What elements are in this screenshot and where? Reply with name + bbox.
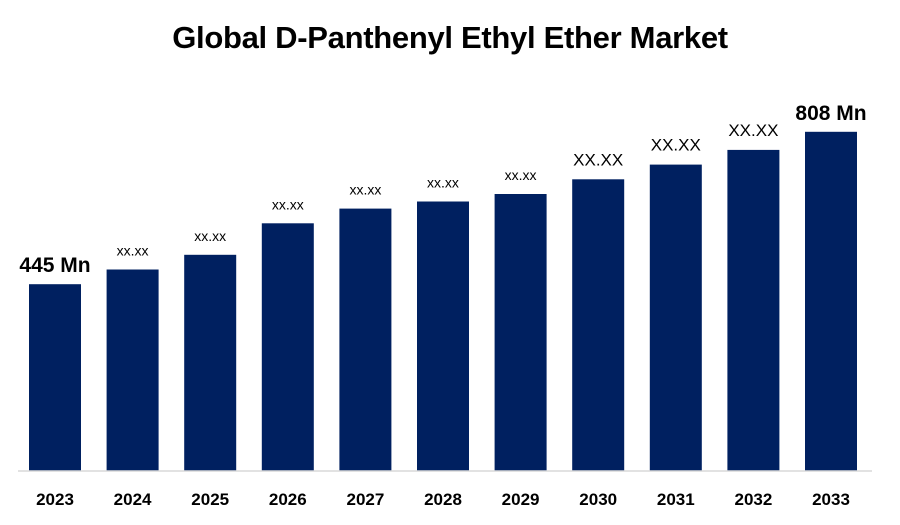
data-label-2033: 808 Mn: [795, 102, 866, 125]
data-label-2030: XX.XX: [573, 150, 623, 169]
data-label-2031: XX.XX: [651, 136, 701, 155]
x-tick-label-2032: 2032: [734, 490, 772, 509]
x-tick-label-2027: 2027: [346, 490, 384, 509]
data-label-2032: XX.XX: [728, 121, 778, 140]
bar-2032: [727, 149, 780, 471]
bar-2026: [261, 223, 314, 471]
bar-2030: [572, 179, 625, 472]
x-tick-label-2024: 2024: [114, 490, 152, 509]
bar-2031: [649, 164, 702, 471]
x-tick-label-2025: 2025: [191, 490, 229, 509]
bars-layer: [29, 131, 857, 472]
bar-2023: [29, 284, 81, 471]
data-labels-layer: 445 Mn xx.xx xx.xx xx.xx xx.xx xx.xx xx.xx XX.X…: [19, 102, 866, 277]
x-tick-labels-layer: 2023 2024 2025 2026 2027 2028 2029 2030 2031 2032…: [36, 490, 850, 509]
bar-2025: [184, 254, 237, 471]
data-label-2028: xx.xx: [427, 175, 459, 191]
data-label-2024: xx.xx: [117, 243, 149, 259]
bar-2033: [805, 131, 857, 472]
x-tick-label-2029: 2029: [502, 490, 540, 509]
data-label-2025: xx.xx: [194, 228, 226, 244]
data-label-2026: xx.xx: [272, 196, 304, 212]
data-label-2023: 445 Mn: [19, 254, 90, 277]
chart-title: Global D-Panthenyl Ethyl Ether Market: [172, 20, 728, 55]
x-tick-label-2026: 2026: [269, 490, 307, 509]
bar-2029: [494, 194, 547, 471]
x-tick-label-2030: 2030: [579, 490, 617, 509]
x-tick-label-2033: 2033: [812, 490, 850, 509]
data-label-2029: xx.xx: [505, 167, 537, 183]
data-label-2027: xx.xx: [349, 182, 381, 198]
bar-2028: [417, 201, 469, 471]
x-tick-label-2031: 2031: [657, 490, 695, 509]
x-tick-label-2028: 2028: [424, 490, 462, 509]
bar-2024: [106, 269, 159, 471]
x-tick-label-2023: 2023: [36, 490, 74, 509]
bar-2027: [339, 208, 392, 471]
